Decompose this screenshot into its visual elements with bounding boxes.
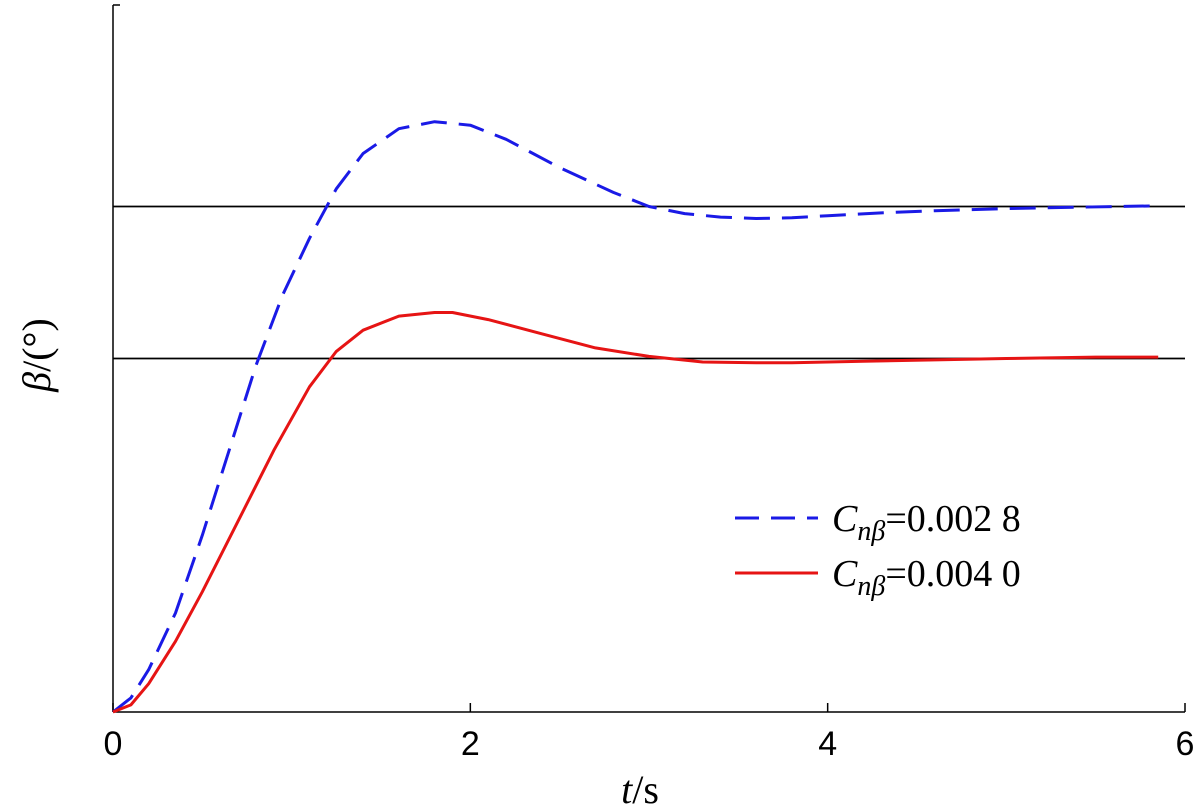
- y-axis-label: β/(°): [14, 318, 59, 393]
- legend-value-2: =0.004 0: [885, 553, 1020, 595]
- x-axis-label: t/s: [621, 767, 659, 811]
- series-line-1: [112, 120, 1159, 714]
- x-tick-label-4: 4: [818, 725, 837, 763]
- tick-labels: 0 2 4 6: [104, 725, 1195, 763]
- legend-value-1: =0.002 8: [885, 498, 1020, 540]
- legend-main-2: C: [832, 553, 858, 595]
- x-tick-label-2: 2: [461, 725, 480, 763]
- x-tick-label-6: 6: [1176, 725, 1195, 763]
- x-tick-label-0: 0: [104, 725, 123, 763]
- legend-sub-1: nβ: [857, 516, 885, 547]
- series-group: [112, 120, 1159, 714]
- y-axis-var: β: [14, 372, 59, 393]
- y-axis-unit: (°): [14, 318, 59, 361]
- x-axis-sep: /: [632, 767, 644, 811]
- legend-main-1: C: [832, 498, 858, 540]
- legend-sub-2: nβ: [857, 571, 885, 602]
- y-axis-sep: /: [14, 360, 59, 372]
- reference-lines: [113, 205, 1185, 360]
- x-axis-var: t: [621, 767, 633, 811]
- x-axis-unit: s: [643, 767, 659, 811]
- legend-label-series-2: Cnβ=0.004 0: [832, 553, 1021, 602]
- legend: Cnβ=0.002 8 Cnβ=0.004 0: [735, 498, 1021, 602]
- series-line-2: [112, 311, 1159, 714]
- legend-label-series-1: Cnβ=0.002 8: [832, 498, 1021, 547]
